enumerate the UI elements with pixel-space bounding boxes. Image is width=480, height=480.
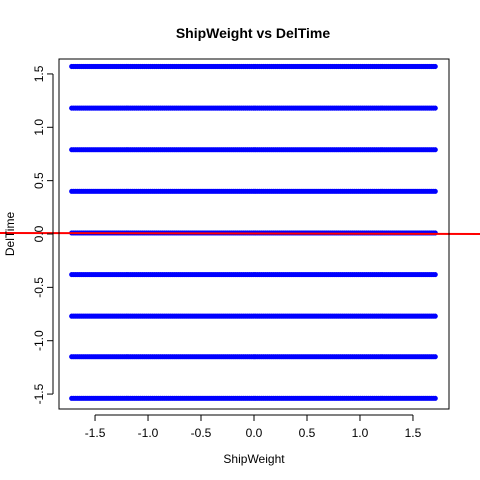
point-band <box>69 271 438 278</box>
y-tick-label: 1.5 <box>32 65 46 82</box>
y-tick-label: -0.5 <box>32 277 46 298</box>
x-tick-label: 1.0 <box>352 426 369 440</box>
point-band <box>69 313 438 319</box>
fit-line <box>0 231 480 235</box>
point-band <box>69 395 438 401</box>
data-point <box>432 63 438 70</box>
x-tick-label: 1.5 <box>405 426 422 440</box>
data-point <box>432 147 438 153</box>
chart-title: ShipWeight vs DelTime <box>176 25 331 41</box>
data-point <box>432 313 438 319</box>
x-tick-label: -0.5 <box>191 426 212 440</box>
x-tick-label: -1.5 <box>85 426 106 440</box>
x-axis-label: ShipWeight <box>223 452 285 466</box>
y-tick-label: 0.0 <box>32 225 46 242</box>
x-axis: -1.5 -1.0 -0.5 0.0 0.5 1.0 1.5 <box>85 414 422 440</box>
point-band <box>69 63 438 70</box>
point-band <box>69 354 438 360</box>
data-point <box>432 105 438 111</box>
point-band <box>69 147 438 153</box>
data-point <box>432 188 438 194</box>
x-tick-label: 0.0 <box>246 426 263 440</box>
y-axis-label: DelTime <box>3 212 17 257</box>
y-tick-label: -1.0 <box>32 330 46 351</box>
y-tick-label: 0.5 <box>32 172 46 189</box>
x-tick-label: 0.5 <box>299 426 316 440</box>
data-point <box>432 354 438 360</box>
fit-line-layer <box>0 231 480 235</box>
data-point <box>432 395 438 401</box>
plot-frame <box>58 58 450 410</box>
y-axis: -1.5 -1.0 -0.5 0.0 0.5 1.0 1.5 <box>32 65 54 404</box>
data-point <box>432 271 438 278</box>
y-tick-label: -1.5 <box>32 383 46 404</box>
x-tick-label: -1.0 <box>138 426 159 440</box>
point-band <box>69 188 438 194</box>
y-tick-label: 1.0 <box>32 119 46 136</box>
point-band <box>69 105 438 111</box>
